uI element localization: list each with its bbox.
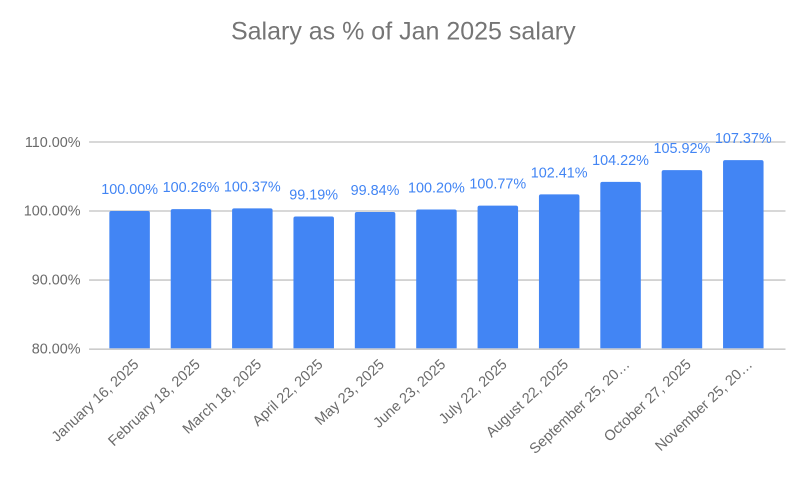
svg-text:105.92%: 105.92% <box>654 141 711 157</box>
svg-text:100.26%: 100.26% <box>163 180 220 196</box>
svg-text:80.00%: 80.00% <box>32 342 81 358</box>
svg-text:100.37%: 100.37% <box>224 179 281 195</box>
svg-text:104.22%: 104.22% <box>592 153 649 169</box>
svg-text:100.00%: 100.00% <box>24 204 81 220</box>
svg-text:100.20%: 100.20% <box>408 181 465 197</box>
svg-text:100.00%: 100.00% <box>101 182 158 198</box>
svg-text:Salary as % of Jan 2025 salary: Salary as % of Jan 2025 salary <box>231 18 576 46</box>
svg-text:99.84%: 99.84% <box>351 183 400 199</box>
svg-text:107.37%: 107.37% <box>715 131 772 147</box>
svg-text:100.77%: 100.77% <box>469 177 526 193</box>
svg-text:90.00%: 90.00% <box>32 273 81 289</box>
svg-text:102.41%: 102.41% <box>531 165 588 181</box>
svg-text:110.00%: 110.00% <box>25 135 81 151</box>
svg-text:99.19%: 99.19% <box>289 188 338 204</box>
